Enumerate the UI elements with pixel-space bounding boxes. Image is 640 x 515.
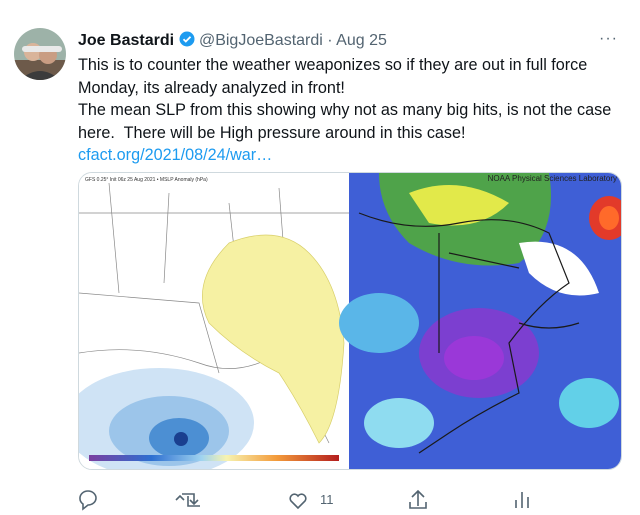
map-caption: NOAA Physical Sciences Laboratory	[488, 174, 617, 183]
reply-button[interactable]	[79, 490, 97, 511]
tweet-text: This is to counter the weather weaponize…	[78, 54, 618, 167]
analytics-button[interactable]	[515, 492, 529, 508]
like-button[interactable]	[289, 493, 307, 510]
share-button[interactable]	[409, 489, 427, 509]
author-name[interactable]: Joe Bastardi	[78, 32, 175, 49]
author-handle[interactable]: @BigJoeBastardi	[198, 32, 323, 49]
avatar[interactable]	[14, 28, 66, 80]
more-menu[interactable]: ···	[599, 30, 618, 47]
tweet-header: Joe Bastardi @BigJoeBastardi · Aug 25	[78, 31, 387, 50]
paragraph: This is to counter the weather weaponize…	[78, 56, 592, 97]
tweet-date[interactable]: Aug 25	[336, 32, 387, 49]
paragraph: The mean SLP from this showing why not a…	[78, 101, 616, 142]
action-bar	[79, 489, 529, 511]
map-caption: GFS 0.25° Init 06z 25 Aug 2021 • MSLP An…	[85, 177, 208, 183]
tweet-media[interactable]: GFS 0.25° Init 06z 25 Aug 2021 • MSLP An…	[78, 172, 622, 470]
retweet-button[interactable]	[175, 493, 200, 507]
tweet-link[interactable]: cfact.org/2021/08/24/war…	[78, 146, 273, 164]
like-count: 11	[320, 492, 334, 507]
separator: ·	[327, 32, 333, 49]
verified-badge	[179, 31, 194, 47]
